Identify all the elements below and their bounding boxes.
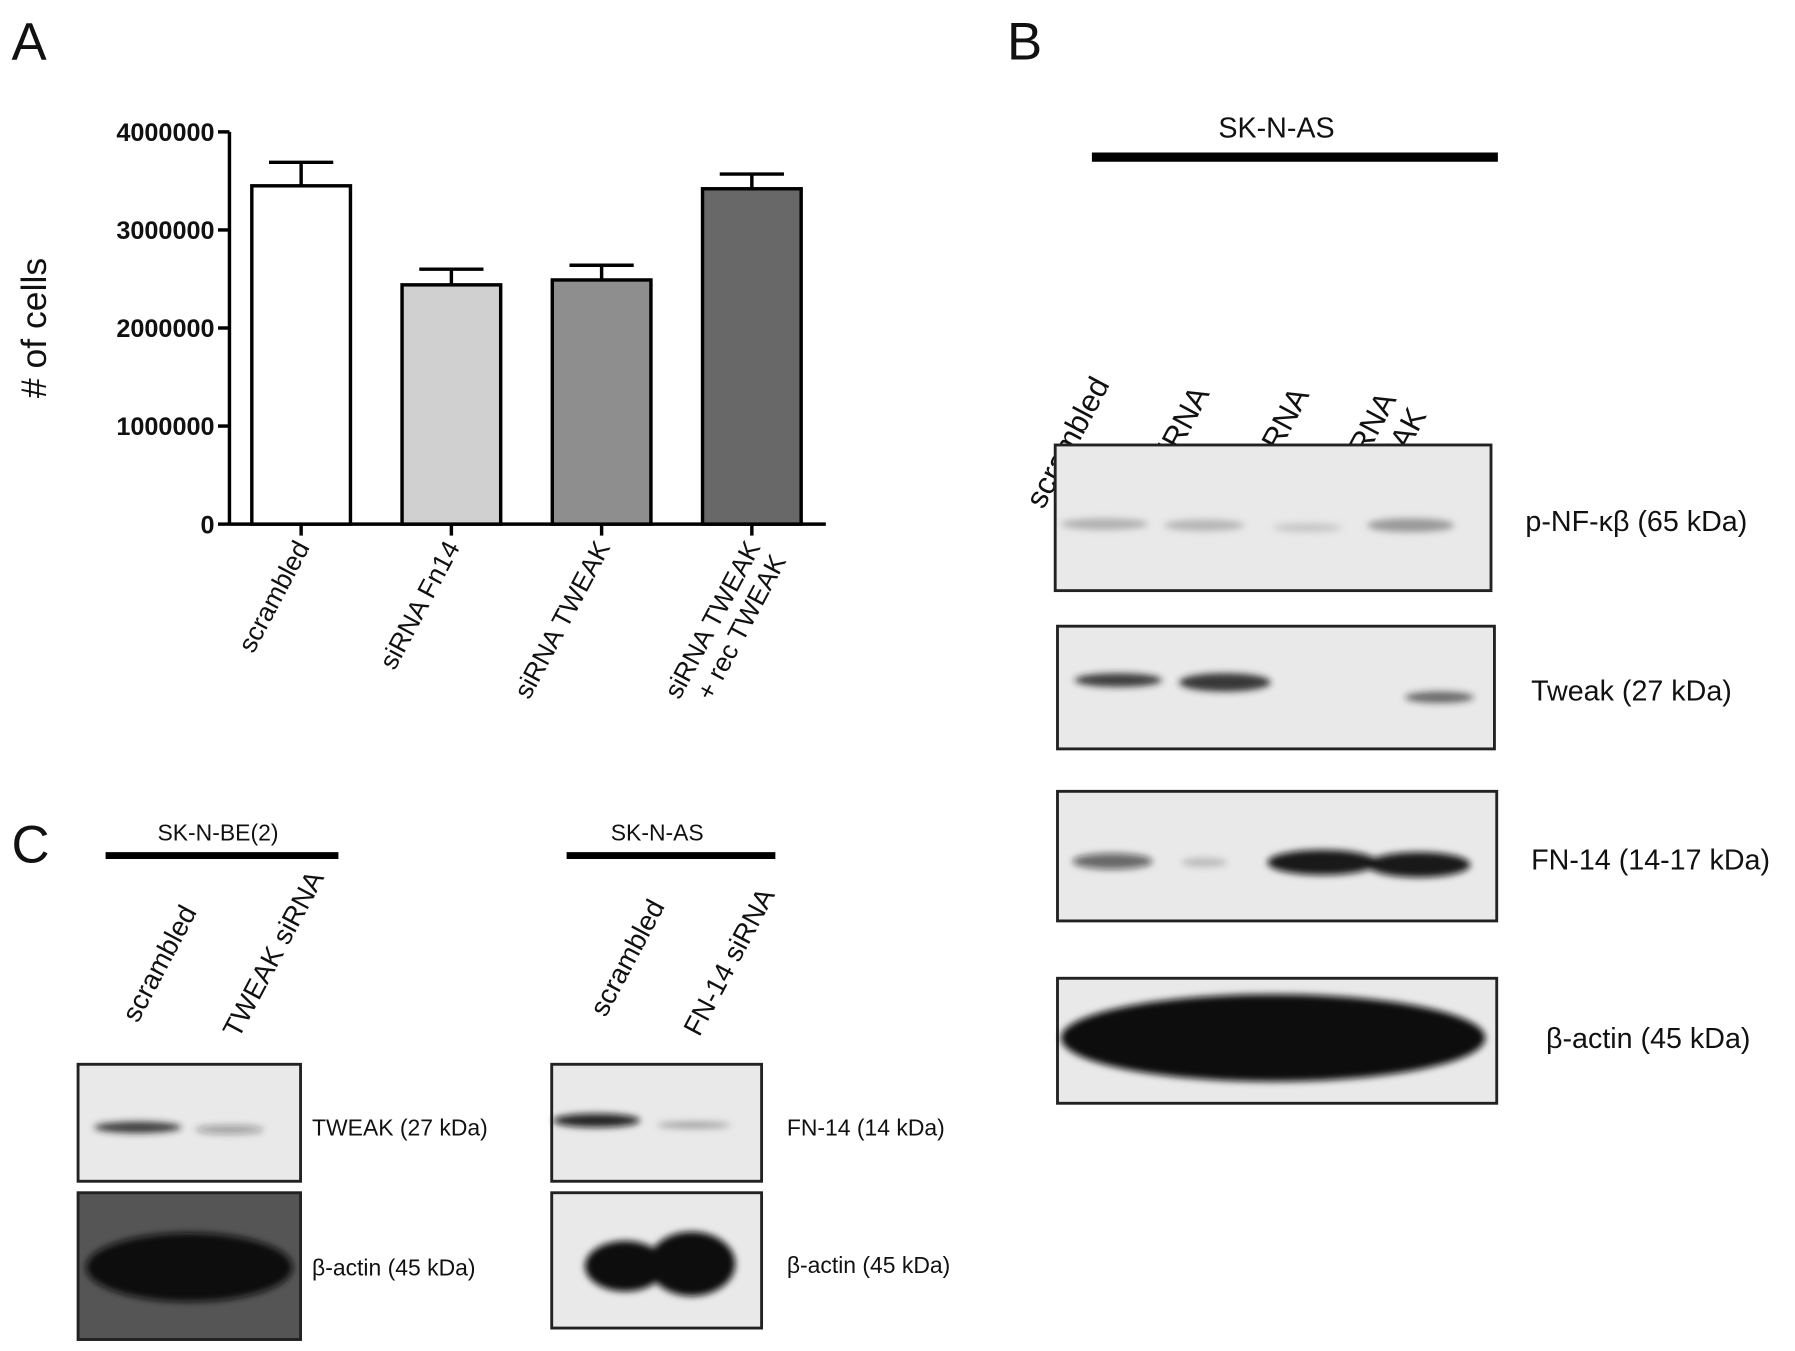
row-label: FN-14 (14-17 kDa) xyxy=(1531,844,1770,876)
y-tick-label: 2000000 xyxy=(116,315,214,343)
x-tick-label: siRNA TWEAK+ rec TWEAK xyxy=(658,535,792,717)
row-label: TWEAK (27 kDa) xyxy=(312,1114,488,1140)
bands xyxy=(94,1121,264,1135)
row-label: β-actin (45 kDa) xyxy=(787,1252,951,1278)
blot xyxy=(1053,443,1493,593)
bar xyxy=(700,187,803,526)
bar xyxy=(550,278,653,526)
blot-c-left: SK-N-BE(2) scrambled TWEAK siRNA TWEAK (… xyxy=(76,820,488,1341)
blot-b: SK-N-AS scrambled FN-14 siRNA TWEAK siRN… xyxy=(1018,113,1770,1105)
blot-c-right: SK-N-AS scrambled FN-14 siRNA FN-14 (14 … xyxy=(550,820,951,1330)
y-tick-label: 4000000 xyxy=(116,119,214,147)
row-label: FN-14 (14 kDa) xyxy=(787,1114,945,1140)
blot xyxy=(76,1062,302,1183)
cell-line: SK-N-AS xyxy=(611,820,704,846)
y-tick-label: 0 xyxy=(201,511,215,539)
row-label: Tweak (27 kDa) xyxy=(1531,676,1732,708)
panel-label: C xyxy=(12,815,50,874)
lane-label: TWEAK siRNA xyxy=(216,865,330,1042)
bands xyxy=(552,1113,731,1129)
row-label: β-actin (45 kDa) xyxy=(312,1254,476,1280)
bar xyxy=(250,184,353,526)
bands xyxy=(86,1232,293,1302)
x-tick-label: siRNA TWEAK xyxy=(508,535,616,703)
lane-label: FN-14 siRNA xyxy=(677,882,781,1040)
x-tick-label: scrambled xyxy=(232,536,316,657)
cell-line: SK-N-AS xyxy=(1218,113,1334,145)
bands xyxy=(584,1231,736,1296)
y-tick-label: 1000000 xyxy=(116,413,214,441)
y-tick-label: 3000000 xyxy=(116,217,214,245)
cell-line: SK-N-BE(2) xyxy=(157,820,278,846)
lane-label: scrambled xyxy=(116,900,203,1027)
panel-label: B xyxy=(1007,13,1042,72)
bands xyxy=(1060,994,1486,1082)
blot xyxy=(1056,624,1496,751)
y-axis-label: # of cells xyxy=(14,258,54,398)
bar xyxy=(400,283,503,526)
row-label: p-NF-κβ (65 kDa) xyxy=(1525,506,1747,538)
x-tick-label: siRNA Fn14 xyxy=(373,536,466,674)
lane-label: scrambled xyxy=(584,894,671,1021)
bar-chart: # of cells 0 1000000 2000000 3000000 4000000 s… xyxy=(14,119,826,717)
bands xyxy=(1072,849,1471,878)
bands xyxy=(1060,518,1455,533)
row-label: β-actin (45 kDa) xyxy=(1546,1023,1750,1055)
panel-label: A xyxy=(12,13,48,72)
bands xyxy=(1074,673,1474,704)
